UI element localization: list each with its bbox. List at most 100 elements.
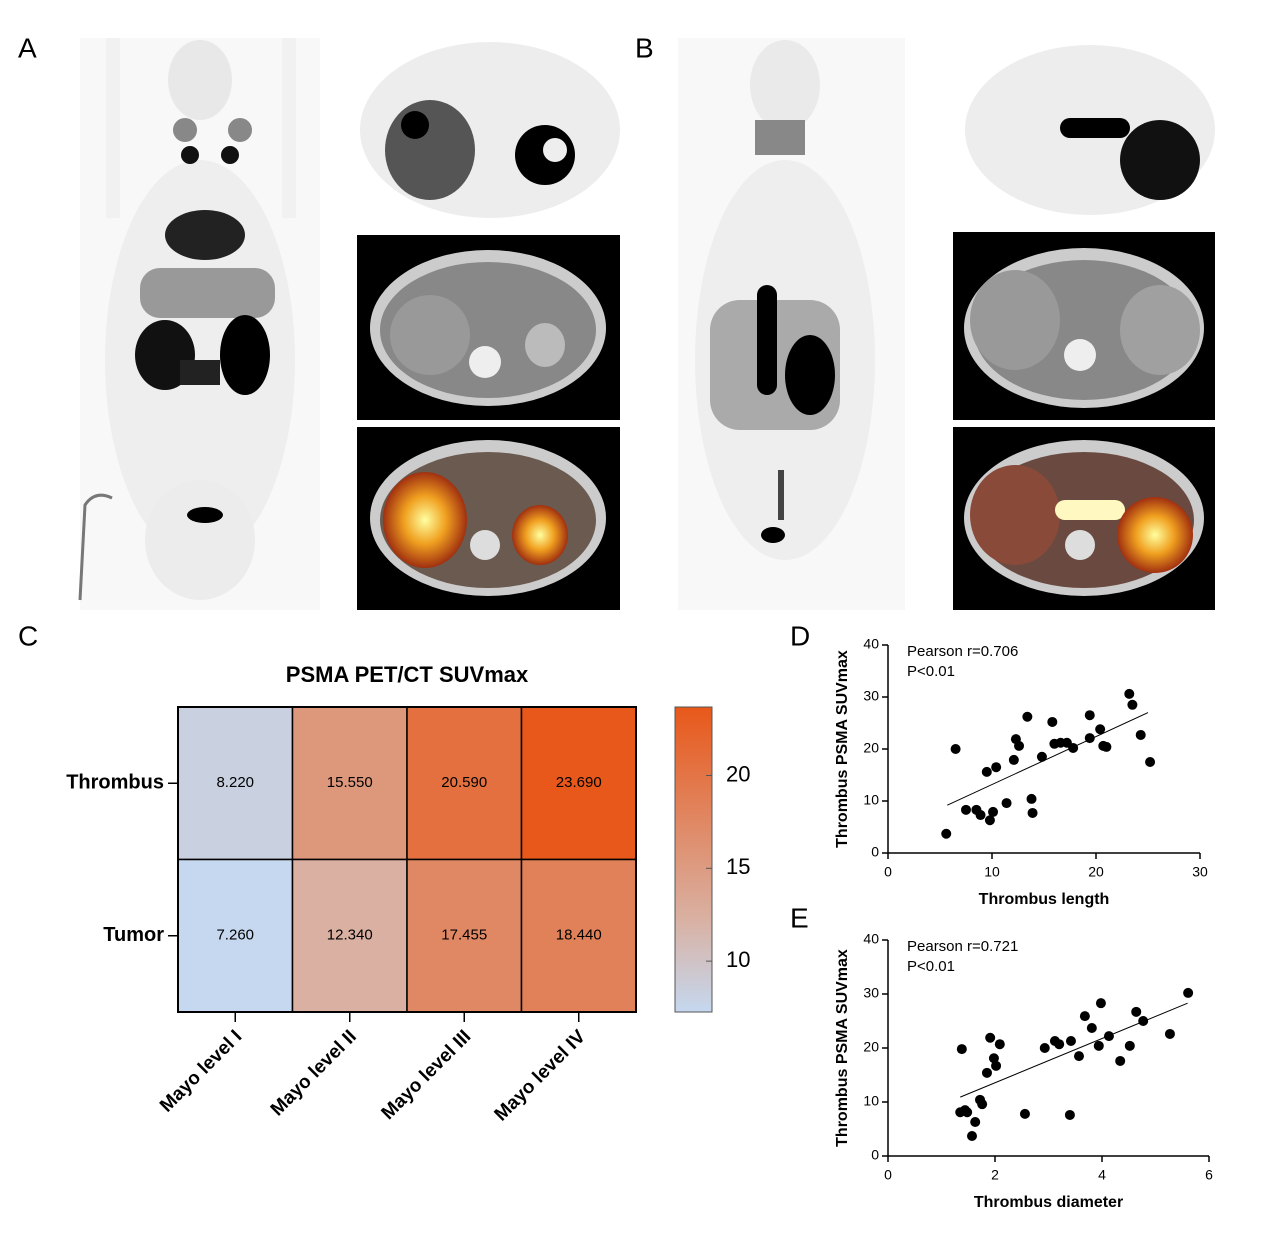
data-point [994, 1039, 1005, 1050]
cell-label: 23.690 [556, 774, 602, 791]
colorbar-tick-label: 10 [726, 947, 750, 972]
panel-label: C [18, 620, 38, 651]
cell-label: 7.260 [216, 927, 254, 944]
data-point [970, 1116, 981, 1127]
data-point [1014, 740, 1025, 751]
y-tick-label: 10 [863, 792, 879, 808]
data-point [981, 766, 992, 777]
y-axis-label: Thrombus PSMA SUVmax [834, 949, 851, 1147]
data-point [941, 828, 952, 839]
annotation: Pearson r=0.721 [907, 938, 1018, 955]
data-point [1115, 1055, 1126, 1066]
x-axis-label: Thrombus length [979, 891, 1110, 908]
data-point [984, 815, 995, 826]
data-point [1131, 1006, 1142, 1017]
x-tick-label: 6 [1205, 1167, 1213, 1183]
data-point [1086, 1023, 1097, 1034]
data-point [1064, 1109, 1075, 1120]
data-point [962, 1107, 973, 1118]
data-point [966, 1131, 977, 1142]
fit-line [947, 712, 1149, 806]
data-point [1103, 1031, 1114, 1042]
panel-label: D [790, 620, 810, 651]
data-point [1101, 741, 1112, 752]
data-point [1095, 724, 1106, 735]
data-point [991, 762, 1002, 773]
x-tick-label: 10 [984, 864, 1000, 880]
heatmap-cell [291, 858, 408, 1013]
data-point [1068, 742, 1079, 753]
data-point [1164, 1028, 1175, 1039]
y-tick-label: Thrombus [66, 772, 164, 794]
data-point [1022, 711, 1033, 722]
data-point [961, 804, 971, 815]
data-point [1001, 798, 1012, 809]
data-point [1054, 1039, 1065, 1050]
data-point [1138, 1016, 1149, 1026]
data-point [1084, 710, 1095, 721]
y-tick-label: 0 [871, 844, 879, 860]
data-point [1145, 757, 1156, 767]
data-point [1084, 733, 1095, 744]
data-point [1079, 1011, 1090, 1022]
fit-line [960, 1002, 1188, 1098]
y-tick-label: 30 [863, 985, 879, 1001]
heatmap-cell [177, 858, 294, 1013]
data-point [1065, 1035, 1076, 1046]
y-tick-label: 30 [863, 688, 879, 704]
annotation: P<0.01 [907, 958, 955, 975]
data-point [975, 810, 986, 821]
data-point [988, 806, 999, 817]
heatmap-cell [291, 706, 408, 861]
panel-a-images [78, 38, 620, 610]
y-tick-label: 40 [863, 931, 879, 947]
data-point [956, 1044, 967, 1055]
data-point [1027, 807, 1038, 818]
panel-label: A [18, 32, 37, 63]
annotation: P<0.01 [907, 663, 955, 680]
data-point [1073, 1051, 1084, 1062]
y-tick-label: 20 [863, 740, 879, 756]
y-tick-label: 0 [871, 1147, 879, 1163]
y-tick-label: 20 [863, 1039, 879, 1055]
x-tick-label: Mayo level IV [491, 1026, 590, 1125]
annotation: Pearson r=0.706 [907, 643, 1018, 660]
data-point [1026, 793, 1037, 804]
colorbar-tick-label: 20 [726, 761, 750, 786]
x-tick-label: 4 [1098, 1167, 1106, 1183]
cell-label: 12.340 [327, 927, 373, 944]
x-tick-label: Mayo level II [267, 1026, 361, 1120]
cell-label: 20.590 [441, 774, 487, 791]
y-axis-label: Thrombus PSMA SUVmax [834, 650, 851, 848]
panel-label: E [790, 902, 809, 933]
cell-label: 15.550 [327, 774, 373, 791]
data-point [1093, 1040, 1104, 1051]
data-point [1039, 1043, 1050, 1053]
chart-title: PSMA PET/CT SUVmax [286, 662, 529, 687]
colorbar-tick-label: 15 [726, 854, 750, 879]
colorbar [674, 706, 713, 1013]
x-tick-label: 20 [1088, 864, 1104, 880]
heatmap-cell [177, 706, 294, 861]
y-tick-label: 10 [863, 1093, 879, 1109]
cell-label: 8.220 [216, 774, 254, 791]
data-point [991, 1060, 1002, 1071]
x-axis-label: Thrombus diameter [974, 1194, 1123, 1211]
cell-label: 18.440 [556, 927, 602, 944]
x-tick-label: Mayo level I [156, 1026, 246, 1116]
data-point [950, 744, 961, 754]
data-point [988, 1053, 999, 1064]
data-point [977, 1099, 988, 1110]
panel-label: B [635, 32, 654, 63]
data-point [1124, 1040, 1135, 1051]
x-tick-label: Mayo level III [378, 1026, 476, 1124]
data-point [1008, 754, 1019, 765]
x-tick-label: 0 [884, 864, 892, 880]
data-point [1127, 699, 1138, 710]
data-point [981, 1067, 992, 1078]
data-point [1095, 998, 1106, 1009]
y-tick-label: 40 [863, 636, 879, 652]
x-tick-label: 0 [884, 1167, 892, 1183]
data-point [1047, 716, 1058, 727]
x-tick-label: 2 [991, 1167, 999, 1183]
